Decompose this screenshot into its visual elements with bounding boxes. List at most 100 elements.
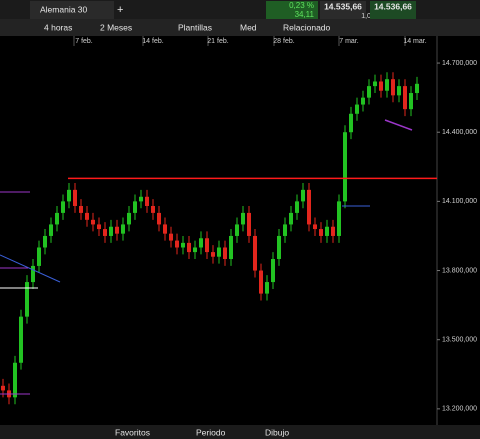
candle-body xyxy=(85,212,89,220)
indicator-button[interactable]: Med xyxy=(240,22,257,32)
y-tick-label: 14.100,000 xyxy=(442,198,477,205)
candle-body xyxy=(187,242,191,253)
add-tab[interactable]: + xyxy=(117,4,123,16)
candle-body xyxy=(319,229,323,236)
candle-body xyxy=(415,83,419,94)
candle-body xyxy=(343,132,347,202)
change-pts: 34,11 xyxy=(295,10,315,19)
tab[interactable] xyxy=(30,1,114,19)
candle-body xyxy=(115,226,119,234)
candle-body xyxy=(211,252,215,257)
candle-body xyxy=(19,316,23,363)
candle-body xyxy=(133,201,137,213)
candle-body xyxy=(301,189,305,202)
candle-body xyxy=(379,81,383,91)
candle-body xyxy=(1,385,5,391)
y-tick-label: 13.200,000 xyxy=(442,406,477,413)
candle-body xyxy=(139,196,143,202)
candle-body xyxy=(247,212,251,236)
buy-box[interactable] xyxy=(370,1,416,19)
candle-body xyxy=(109,226,113,236)
candle-body xyxy=(127,212,131,225)
buy-price[interactable]: 14.536,66 xyxy=(374,1,412,11)
templates-button[interactable]: Plantillas xyxy=(178,22,212,32)
y-tick-label: 13.500,000 xyxy=(442,337,477,344)
candle-body xyxy=(223,247,227,260)
candle-body xyxy=(307,189,311,225)
x-tick-label: 28 feb. xyxy=(273,38,294,45)
y-tick-label: 14.700,000 xyxy=(442,60,477,67)
range-button[interactable]: 2 Meses xyxy=(100,22,132,32)
candle-body xyxy=(217,247,221,257)
bottom-bar xyxy=(0,425,480,439)
candle-body xyxy=(55,212,59,225)
candle-body xyxy=(97,224,101,230)
toolbar xyxy=(0,19,480,36)
candle-body xyxy=(373,81,377,87)
candle-body xyxy=(181,242,185,248)
candle-body xyxy=(193,247,197,253)
candle-body xyxy=(229,235,233,260)
candle-body xyxy=(313,224,317,230)
candle-body xyxy=(91,219,95,225)
change-box xyxy=(266,1,318,19)
sell-price[interactable]: 14.535,66 xyxy=(324,1,362,11)
candle-body xyxy=(349,113,353,133)
candle-body xyxy=(169,233,173,241)
candle-body xyxy=(385,79,389,91)
drawing-line xyxy=(0,254,61,283)
drawing-line xyxy=(384,119,413,131)
change-pct: 0,23 % xyxy=(289,1,314,10)
spread: 1,00 xyxy=(361,13,375,20)
candle-body xyxy=(103,229,107,236)
candle-body xyxy=(289,212,293,225)
candle-body xyxy=(403,86,407,110)
candle-body xyxy=(145,196,149,206)
drawing-button[interactable]: Dibujo xyxy=(265,427,289,437)
candle-body xyxy=(391,79,395,96)
candle-body xyxy=(271,259,275,283)
candle-body xyxy=(73,189,77,206)
candle-body xyxy=(67,189,71,202)
candle-body xyxy=(241,212,245,225)
candle-body xyxy=(367,86,371,98)
candle-body xyxy=(151,205,155,213)
period-button[interactable]: Periodo xyxy=(196,427,226,437)
candle-body xyxy=(265,282,269,294)
instrument-tab[interactable]: Alemania 30 xyxy=(40,4,88,14)
x-tick-label: 14 mar. xyxy=(403,38,426,45)
favorites-button[interactable]: Favoritos xyxy=(115,427,150,437)
candle-body xyxy=(163,224,167,234)
candle-body xyxy=(79,205,83,213)
candle-body xyxy=(337,201,341,236)
candle-body xyxy=(31,265,35,283)
candle-body xyxy=(355,104,359,114)
interval-button[interactable]: 4 horas xyxy=(44,22,72,32)
candle-body xyxy=(259,270,263,294)
candle-body xyxy=(121,224,125,234)
y-tick-label: 14.400,000 xyxy=(442,129,477,136)
y-tick-label: 13.800,000 xyxy=(442,267,477,274)
candle-body xyxy=(235,224,239,236)
candle-body xyxy=(61,201,65,213)
candle-body xyxy=(295,201,299,213)
related-button[interactable]: Relacionado xyxy=(283,22,331,32)
x-tick-label: 7 mar. xyxy=(339,38,359,45)
candle-body xyxy=(277,235,281,260)
candle-body xyxy=(37,247,41,266)
candle-body xyxy=(13,362,17,398)
candle-body xyxy=(331,226,335,236)
x-tick-label: 21 feb. xyxy=(207,38,228,45)
candle-body xyxy=(49,224,53,236)
candle-body xyxy=(397,86,401,96)
candle-body xyxy=(361,97,365,105)
candle-body xyxy=(175,240,179,248)
candle-body xyxy=(283,224,287,236)
plot-area xyxy=(0,36,437,425)
candle-body xyxy=(253,235,257,271)
sell-box[interactable] xyxy=(320,1,366,19)
x-tick-label: 14 feb. xyxy=(142,38,163,45)
candle-body xyxy=(205,238,209,253)
candle-body xyxy=(25,282,29,317)
